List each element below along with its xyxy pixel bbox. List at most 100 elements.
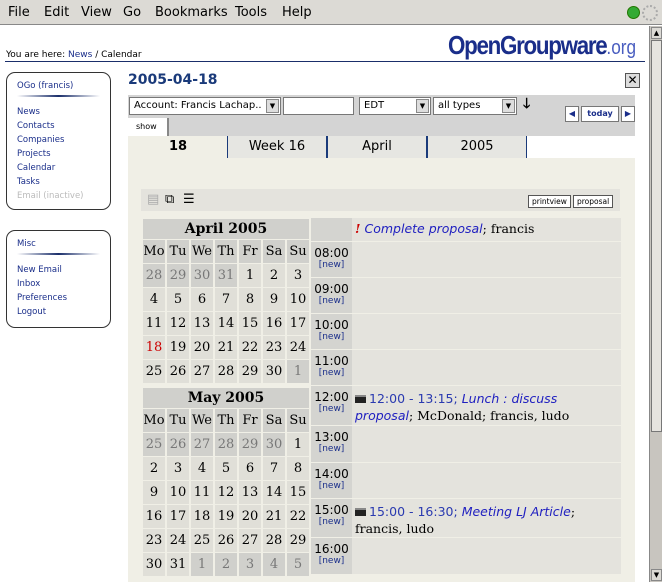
calendar-day[interactable]: 26 [215,529,237,552]
update-icon[interactable] [627,6,640,19]
sidebar-item-new-email[interactable]: New Email [17,265,62,275]
event-link[interactable]: Lunch : discuss proposal [355,391,558,423]
calendar-day[interactable]: 11 [191,481,213,504]
day-overview-icon[interactable]: ▤ [147,192,160,207]
calendar-day[interactable]: 28 [215,433,237,456]
calendar-day[interactable]: 15 [239,312,261,335]
calendar-day[interactable]: 1 [239,264,261,287]
calendar-day[interactable]: 5 [215,457,237,480]
new-appointment-link[interactable]: [new] [318,332,345,342]
scroll-thumb[interactable] [651,40,662,432]
sidebar-item-news[interactable]: News [17,107,40,117]
day-columns-icon[interactable]: ⧉ [165,192,175,207]
calendar-day[interactable]: 25 [143,360,165,383]
calendar-day[interactable]: 26 [167,433,189,456]
scroll-down-icon[interactable]: ▼ [651,569,662,581]
menu-bookmarks[interactable]: Bookmarks [155,5,228,20]
calendar-day[interactable]: 3 [167,457,189,480]
calendar-day[interactable]: 12 [215,481,237,504]
calendar-day[interactable]: 30 [263,360,285,383]
new-appointment-link[interactable]: [new] [318,517,345,527]
tab-year[interactable]: 2005 [427,136,527,158]
calendar-day[interactable]: 9 [263,288,285,311]
calendar-day[interactable]: 3 [239,553,261,576]
sidebar-item-companies[interactable]: Companies [17,135,65,145]
new-appointment-link[interactable]: [new] [318,368,345,378]
calendar-day[interactable]: 16 [263,312,285,335]
new-appointment-link[interactable]: [new] [318,444,345,454]
calendar-day[interactable]: 3 [287,264,309,287]
arrow-down-icon[interactable]: 🡓 [523,96,531,112]
sidebar-item-preferences[interactable]: Preferences [17,293,67,303]
close-icon[interactable]: ✕ [625,73,640,88]
sidebar-item-projects[interactable]: Projects [17,149,51,159]
scroll-up-icon[interactable]: ▲ [651,27,662,39]
calendar-day[interactable]: 29 [287,529,309,552]
event-link-complete-proposal[interactable]: Complete proposal [364,221,483,236]
new-appointment-link[interactable]: [new] [318,481,345,491]
type-select[interactable]: all types ▼ [433,97,517,115]
calendar-day[interactable]: 29 [239,433,261,456]
calendar-day[interactable]: 9 [143,481,165,504]
day-list-icon[interactable]: ☰ [183,192,195,207]
calendar-day[interactable]: 1 [287,360,309,383]
menu-tools[interactable]: Tools [235,5,268,20]
calendar-day[interactable]: 4 [191,457,213,480]
calendar-day[interactable]: 25 [191,529,213,552]
calendar-day[interactable]: 24 [167,529,189,552]
tab-week[interactable]: Week 16 [227,136,327,158]
calendar-day[interactable]: 21 [215,336,237,359]
calendar-day[interactable]: 27 [239,529,261,552]
calendar-day[interactable]: 20 [191,336,213,359]
calendar-day[interactable]: 18 [191,505,213,528]
calendar-day[interactable]: 10 [287,288,309,311]
calendar-day[interactable]: 2 [263,264,285,287]
calendar-day[interactable]: 19 [167,336,189,359]
menu-view[interactable]: View [81,5,112,20]
sidebar-item-tasks[interactable]: Tasks [17,177,40,187]
calendar-day[interactable]: 4 [263,553,285,576]
calendar-day[interactable]: 26 [167,360,189,383]
tab-day[interactable]: 18 [128,136,228,158]
calendar-day[interactable]: 20 [239,505,261,528]
timezone-select[interactable]: EDT ▼ [359,97,431,115]
calendar-day[interactable]: 8 [239,288,261,311]
calendar-day[interactable]: 31 [215,264,237,287]
calendar-day[interactable]: 13 [239,481,261,504]
new-appointment-link[interactable]: [new] [318,556,345,566]
calendar-day[interactable]: 23 [263,336,285,359]
breadcrumb-news-link[interactable]: News [67,50,93,60]
next-day-button[interactable]: ▶ [621,106,635,122]
show-button[interactable]: show [128,118,169,136]
event-link[interactable]: Meeting LJ Article [461,504,571,519]
tab-month[interactable]: April [327,136,427,158]
calendar-day[interactable]: 7 [263,457,285,480]
calendar-day[interactable]: 18 [143,336,165,359]
calendar-day[interactable]: 14 [263,481,285,504]
calendar-day[interactable]: 2 [143,457,165,480]
calendar-day[interactable]: 25 [143,433,165,456]
calendar-day[interactable]: 6 [191,288,213,311]
menu-edit[interactable]: Edit [44,5,70,20]
sidebar-item-inbox[interactable]: Inbox [17,279,41,289]
calendar-day[interactable]: 19 [215,505,237,528]
calendar-day[interactable]: 27 [191,360,213,383]
new-appointment-link[interactable]: [new] [318,404,345,414]
calendar-day[interactable]: 29 [167,264,189,287]
calendar-day[interactable]: 4 [143,288,165,311]
printview-button[interactable]: printview [528,195,571,208]
calendar-day[interactable]: 29 [239,360,261,383]
calendar-day[interactable]: 16 [143,505,165,528]
calendar-day[interactable]: 5 [287,553,309,576]
calendar-day[interactable]: 13 [191,312,213,335]
calendar-day[interactable]: 17 [287,312,309,335]
today-button[interactable]: today [581,106,619,122]
calendar-day[interactable]: 5 [167,288,189,311]
menu-file[interactable]: File [8,5,30,20]
search-input[interactable] [283,97,354,115]
proposal-button[interactable]: proposal [573,195,614,208]
new-appointment-link[interactable]: [new] [318,260,345,270]
calendar-day[interactable]: 2 [215,553,237,576]
calendar-day[interactable]: 30 [191,264,213,287]
calendar-day[interactable]: 22 [239,336,261,359]
